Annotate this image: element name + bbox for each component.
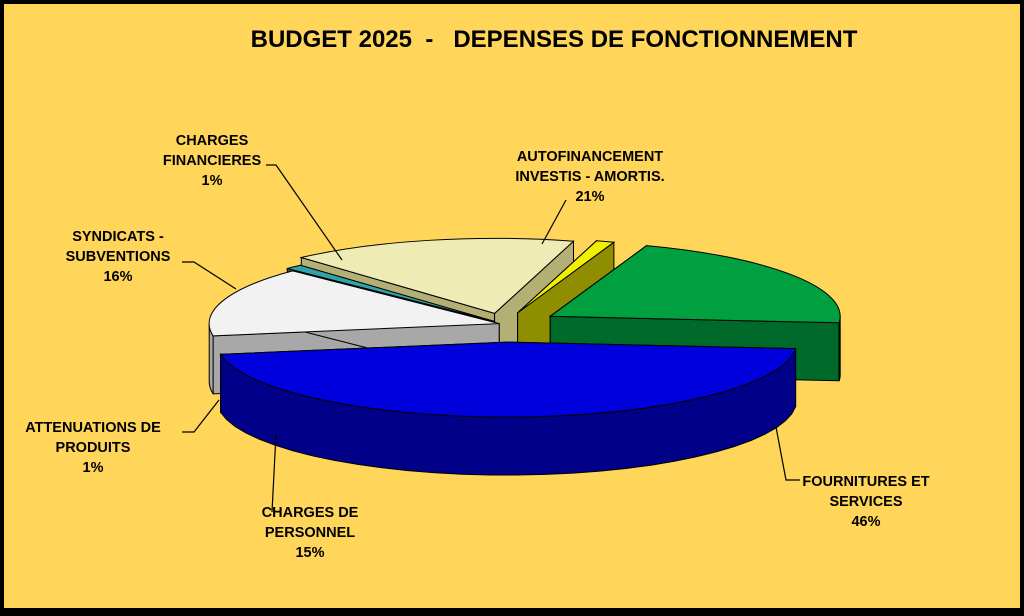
slice-percent: 46% bbox=[851, 514, 880, 530]
slice-percent: 16% bbox=[103, 269, 132, 285]
leader-line-charges-de-personnel bbox=[271, 433, 277, 513]
slice-name-line: AUTOFINANCEMENT bbox=[517, 149, 663, 165]
slice-percent: 21% bbox=[575, 189, 604, 205]
slice-name-line: PRODUITS bbox=[56, 440, 131, 456]
slice-name-line: SUBVENTIONS bbox=[66, 249, 171, 265]
pie-slice-attenuations-de-produits bbox=[287, 264, 494, 322]
leader-line-fournitures-et-services bbox=[775, 426, 800, 481]
leader-line-attenuations-de-produits bbox=[182, 399, 220, 433]
slice-name-line: PERSONNEL bbox=[265, 525, 355, 541]
slice-name-line: CHARGES DE bbox=[262, 505, 359, 521]
chart-title: BUDGET 2025 - DEPENSES DE FONCTIONNEMENT bbox=[250, 26, 858, 53]
slice-name-line: SERVICES bbox=[829, 494, 902, 510]
slice-name-line: FOURNITURES ET bbox=[802, 474, 929, 490]
slice-name-line: ATTENUATIONS DE bbox=[25, 420, 161, 436]
pie-slice-charges-financieres bbox=[517, 240, 616, 314]
slice-label-charges-de-personnel: CHARGES DE PERSONNEL 15% bbox=[262, 505, 359, 561]
slice-label-syndicats-subventions: SYNDICATS - SUBVENTIONS 16% bbox=[66, 229, 171, 285]
slice-name-line: FINANCIERES bbox=[163, 153, 262, 169]
pie-slice-autofinancement-investis-amortis bbox=[548, 245, 841, 324]
leader-line-autofinancement-investis-amortis bbox=[541, 199, 567, 245]
pie-chart: FOURNITURES ET SERVICES 46% CHARGES DE PERSO… bbox=[25, 133, 930, 561]
slice-label-charges-financieres: CHARGES FINANCIERES 1% bbox=[163, 133, 262, 189]
slice-name-line: SYNDICATS - bbox=[72, 229, 164, 245]
slice-label-autofinancement-investis-amortis: AUTOFINANCEMENT INVESTIS - AMORTIS. 21% bbox=[515, 149, 664, 205]
slice-name-line: CHARGES bbox=[176, 133, 249, 149]
leader-line-charges-financieres bbox=[266, 164, 343, 261]
slice-name-line: INVESTIS - AMORTIS. bbox=[515, 169, 664, 185]
slice-percent: 15% bbox=[295, 545, 324, 561]
pie-slice-charges-de-personnel bbox=[208, 270, 500, 337]
slice-percent: 1% bbox=[202, 173, 223, 189]
slice-label-fournitures-et-services: FOURNITURES ET SERVICES 46% bbox=[802, 474, 929, 530]
slice-percent: 1% bbox=[83, 460, 104, 476]
pie-slice-fournitures-et-services bbox=[219, 341, 797, 418]
leader-line-syndicats-subventions bbox=[182, 261, 237, 290]
slice-label-attenuations-de-produits: ATTENUATIONS DE PRODUITS 1% bbox=[25, 420, 161, 476]
